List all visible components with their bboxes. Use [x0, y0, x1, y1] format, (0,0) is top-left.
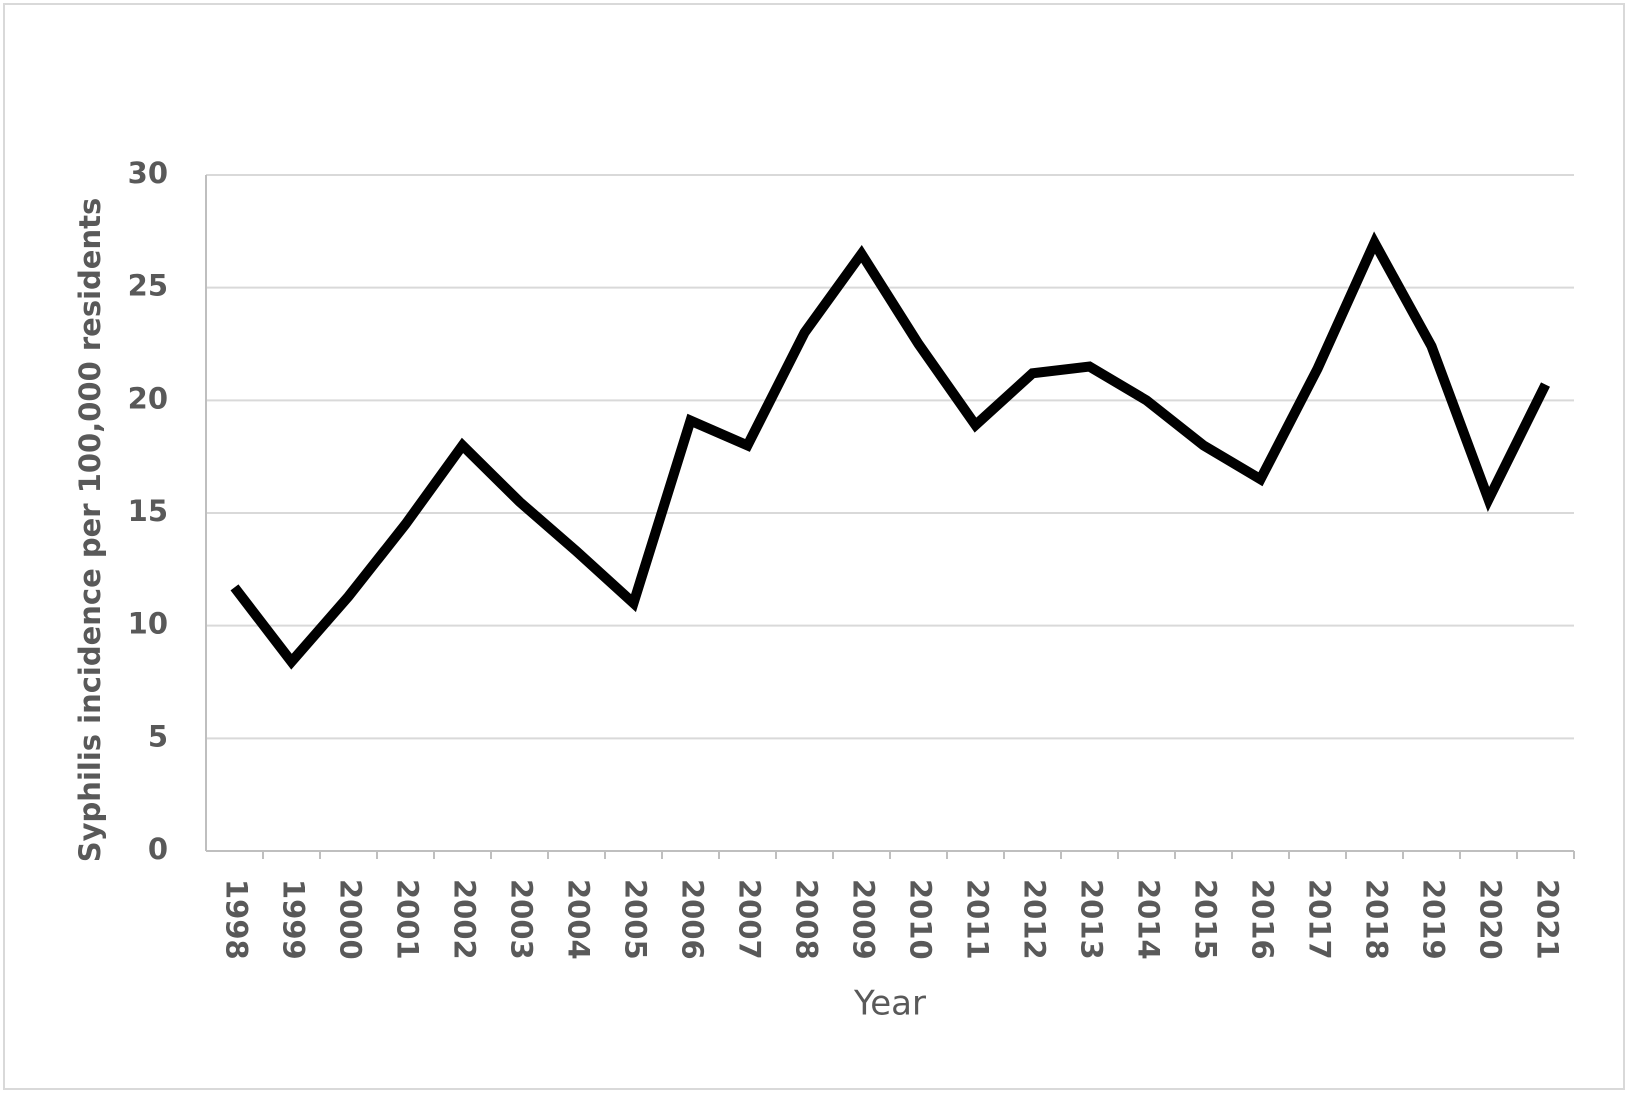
data-line [230, 231, 1550, 670]
x-tick-label: 2013 [1075, 879, 1109, 960]
y-tick-label: 20 [128, 381, 168, 415]
y-tick-label: 0 [148, 832, 168, 866]
x-tick-label: 2008 [790, 879, 824, 960]
x-tick-label: 2012 [1018, 879, 1052, 960]
x-tick-label: 2001 [391, 879, 425, 960]
x-tick-label: 2007 [733, 879, 767, 960]
x-tick-label: 2021 [1531, 879, 1565, 960]
x-tick-label: 2000 [334, 879, 368, 960]
x-axis-title: Year [853, 984, 926, 1024]
x-tick-label: 2009 [847, 879, 881, 960]
x-tick-label: 2002 [448, 879, 482, 960]
x-tick-label: 2003 [505, 879, 539, 960]
x-tick-label: 2006 [676, 879, 710, 960]
x-tick-label: 2018 [1360, 879, 1394, 960]
x-tick-label: 2010 [904, 879, 938, 960]
x-tick-label: 2004 [562, 879, 596, 960]
x-tick-label: 2015 [1189, 879, 1223, 960]
y-axis-title: Syphilis incidence per 100,000 residents [73, 198, 107, 863]
x-tick-label: 2011 [961, 879, 995, 960]
y-tick-label: 15 [128, 494, 168, 528]
x-tick-label: 2020 [1474, 879, 1508, 960]
x-tick-label: 2019 [1417, 879, 1451, 960]
y-tick-label: 10 [128, 607, 168, 641]
chart-frame [3, 3, 1625, 1090]
x-tick-label: 1998 [220, 879, 254, 960]
x-tick-label: 2014 [1132, 879, 1166, 960]
x-tick-label: 2016 [1246, 879, 1280, 960]
x-tick-label: 2017 [1303, 879, 1337, 960]
y-tick-label: 5 [148, 719, 168, 753]
x-tick-label: 2005 [619, 879, 653, 960]
y-tick-label: 25 [128, 269, 168, 303]
x-tick-label: 1999 [277, 879, 311, 960]
y-tick-label: 30 [128, 156, 168, 190]
